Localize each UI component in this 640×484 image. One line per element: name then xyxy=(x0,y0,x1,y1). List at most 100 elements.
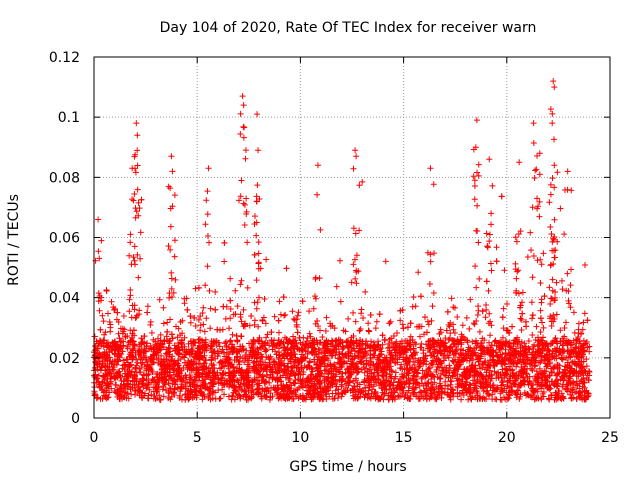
data-point xyxy=(532,167,538,173)
data-point xyxy=(144,310,150,316)
data-point xyxy=(198,322,204,328)
data-point xyxy=(252,252,258,258)
data-point xyxy=(559,278,565,284)
data-point xyxy=(221,240,227,246)
data-point xyxy=(283,265,289,271)
data-point xyxy=(484,278,490,284)
data-point xyxy=(193,323,199,329)
data-point xyxy=(418,341,424,347)
data-point xyxy=(362,289,368,295)
data-point xyxy=(411,294,417,300)
data-point xyxy=(228,338,234,344)
data-point xyxy=(166,390,172,396)
data-point xyxy=(489,396,495,402)
data-point xyxy=(541,325,547,331)
data-point xyxy=(334,284,340,290)
data-point xyxy=(362,370,368,376)
data-point xyxy=(254,306,260,312)
data-point xyxy=(238,333,244,339)
data-point xyxy=(566,300,572,306)
data-point xyxy=(483,314,489,320)
data-point xyxy=(445,386,451,392)
data-point xyxy=(243,348,249,354)
data-point xyxy=(408,320,414,326)
data-point xyxy=(477,329,483,335)
data-point xyxy=(349,279,355,285)
data-point xyxy=(206,392,212,398)
data-point xyxy=(445,309,451,315)
data-point xyxy=(138,197,144,203)
data-point xyxy=(374,319,380,325)
data-point xyxy=(427,281,433,287)
data-point xyxy=(460,322,466,328)
data-point xyxy=(394,330,400,336)
data-point xyxy=(291,316,297,322)
data-point xyxy=(525,254,531,260)
data-point xyxy=(359,179,365,185)
data-point xyxy=(520,290,526,296)
data-point xyxy=(464,315,470,321)
data-point xyxy=(92,392,98,398)
data-point xyxy=(386,320,392,326)
data-point xyxy=(160,305,166,311)
data-point xyxy=(281,313,287,319)
data-point xyxy=(400,325,406,331)
data-point xyxy=(444,327,450,333)
data-point xyxy=(276,298,282,304)
data-point xyxy=(234,339,240,345)
data-point xyxy=(314,318,320,324)
data-point xyxy=(383,258,389,264)
data-point xyxy=(221,258,227,264)
data-point xyxy=(442,379,448,385)
data-point xyxy=(466,326,472,332)
data-point xyxy=(539,320,545,326)
data-point xyxy=(501,306,507,312)
data-point xyxy=(365,320,371,326)
data-point xyxy=(104,288,110,294)
data-point xyxy=(295,313,301,319)
data-point xyxy=(296,309,302,315)
data-point xyxy=(572,330,578,336)
data-point xyxy=(276,330,282,336)
data-point xyxy=(245,285,251,291)
data-point xyxy=(431,290,437,296)
data-point xyxy=(368,312,374,318)
data-point xyxy=(223,339,229,345)
data-point xyxy=(388,319,394,325)
data-point xyxy=(529,332,535,338)
data-point xyxy=(417,345,423,351)
data-point xyxy=(229,397,235,403)
data-point xyxy=(350,310,356,316)
data-point xyxy=(172,254,178,260)
data-point xyxy=(193,286,199,292)
data-point xyxy=(512,261,518,267)
data-point xyxy=(359,307,365,313)
data-point xyxy=(272,314,278,320)
data-point xyxy=(248,313,254,319)
data-point xyxy=(206,240,212,246)
data-point xyxy=(289,308,295,314)
data-point xyxy=(161,320,167,326)
data-point xyxy=(131,327,137,333)
data-point xyxy=(559,286,565,292)
data-point xyxy=(121,313,127,319)
data-point xyxy=(514,394,520,400)
data-point xyxy=(538,315,544,321)
data-point xyxy=(530,312,536,318)
data-point xyxy=(429,318,435,324)
data-point xyxy=(319,334,325,340)
data-point xyxy=(202,329,208,335)
data-point xyxy=(504,301,510,307)
data-point xyxy=(125,390,131,396)
data-point xyxy=(158,332,164,338)
data-point xyxy=(200,305,206,311)
data-point xyxy=(229,332,235,338)
data-point xyxy=(373,325,379,331)
data-point xyxy=(101,318,107,324)
data-point xyxy=(525,382,531,388)
data-point xyxy=(582,262,588,268)
data-point xyxy=(184,307,190,313)
data-point xyxy=(426,321,432,327)
data-point xyxy=(448,379,454,385)
